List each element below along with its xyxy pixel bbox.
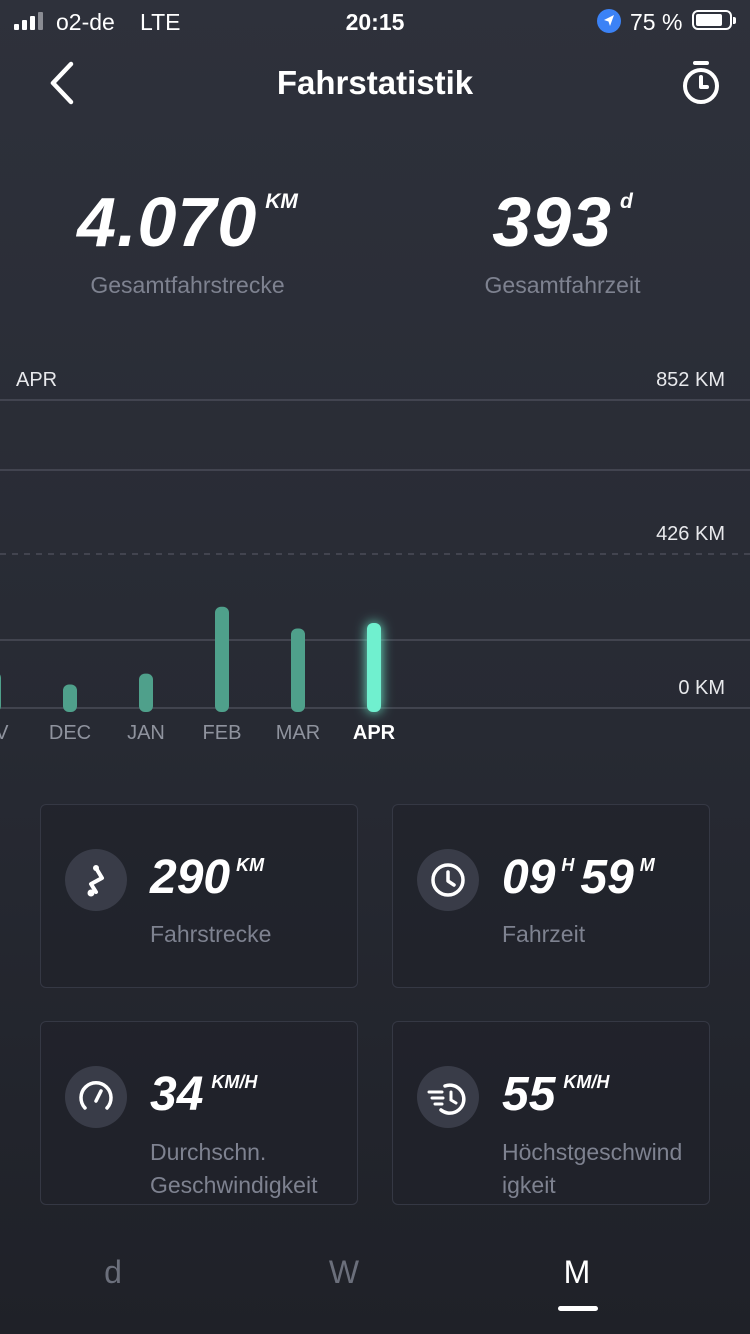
tab-active-indicator (558, 1306, 598, 1311)
network-type: LTE (140, 9, 181, 35)
time-hours: 09 (502, 851, 556, 904)
stopwatch-button[interactable] (676, 58, 726, 108)
bar-jan[interactable] (139, 673, 153, 712)
distance-value: 290 KM (150, 850, 264, 905)
avg-speed-value: 34 KM/H (150, 1067, 257, 1122)
total-time-value: 393 (492, 183, 612, 261)
bar-nov[interactable] (0, 672, 1, 712)
chart-selected-month: APR (16, 369, 58, 391)
avg-speed-number: 34 (150, 1068, 204, 1121)
battery-percent: 75 % (630, 9, 683, 35)
x-tick-apr[interactable]: APR (353, 722, 396, 744)
fast-timer-icon (417, 1066, 479, 1128)
back-button[interactable] (38, 58, 88, 108)
page-title: Fahrstatistik (276, 64, 474, 101)
total-distance-unit: KM (265, 190, 298, 213)
max-speed-unit: KM/H (563, 1072, 610, 1092)
speedometer-icon (65, 1066, 127, 1128)
bar-apr[interactable] (367, 623, 381, 712)
total-distance: 4.070 KM (0, 182, 375, 262)
signal-icon (14, 12, 43, 30)
distance-number: 290 (150, 851, 231, 904)
bar-dec[interactable] (63, 684, 77, 712)
y-label-zero: 0 KM (678, 677, 725, 699)
stopwatch-icon (683, 61, 719, 104)
status-time: 20:15 (345, 9, 405, 35)
tab-day[interactable]: d (104, 1254, 122, 1290)
max-speed-number: 55 (502, 1068, 556, 1121)
time-value: 09 H 59 M (502, 850, 655, 905)
clock-icon (417, 849, 479, 911)
max-speed-label-line2: igkeit (502, 1172, 556, 1198)
x-tick-nov[interactable]: OV (0, 722, 9, 744)
avg-speed-unit: KM/H (211, 1072, 258, 1092)
total-distance-value: 4.070 (77, 183, 258, 261)
x-tick-dec[interactable]: DEC (49, 722, 91, 744)
distance-unit: KM (236, 855, 265, 875)
carrier-name: o2-de (56, 9, 115, 35)
bar-feb[interactable] (215, 606, 229, 712)
bar-mar[interactable] (291, 628, 305, 712)
location-arrow-icon (597, 9, 621, 33)
time-minutes-unit: M (639, 855, 655, 875)
total-distance-label: Gesamtfahrstrecke (90, 272, 285, 298)
x-tick-mar[interactable]: MAR (276, 722, 320, 744)
max-speed-value: 55 KM/H (502, 1067, 609, 1122)
total-time-unit: d (619, 190, 633, 213)
route-icon (65, 849, 127, 911)
distance-label: Fahrstrecke (150, 921, 272, 947)
total-time: 393 d (375, 182, 750, 262)
time-label: Fahrzeit (502, 921, 586, 947)
avg-speed-label-line2: Geschwindigkeit (150, 1172, 318, 1198)
max-speed-label-line1: Höchstgeschwind (502, 1139, 683, 1165)
tab-week[interactable]: W (328, 1254, 360, 1290)
y-label-mid: 426 KM (656, 523, 725, 545)
monthly-chart[interactable]: APR OV DEC JAN FEB MAR APR 852 KM 426 KM 0 KM (0, 360, 750, 760)
status-bar: o2-de LTE 20:15 75 % (0, 0, 750, 40)
time-minutes: 59 (580, 851, 634, 904)
x-tick-jan[interactable]: JAN (127, 722, 165, 744)
chevron-left-icon (50, 61, 74, 105)
total-time-label: Gesamtfahrzeit (484, 272, 641, 298)
avg-speed-label-line1: Durchschn. (150, 1139, 267, 1165)
time-hours-unit: H (561, 855, 575, 875)
battery-icon (692, 10, 736, 30)
tab-month[interactable]: M (563, 1254, 591, 1290)
chart-plot[interactable]: OV DEC JAN FEB MAR APR (0, 360, 750, 760)
y-label-max: 852 KM (656, 369, 725, 391)
x-tick-feb[interactable]: FEB (203, 722, 242, 744)
